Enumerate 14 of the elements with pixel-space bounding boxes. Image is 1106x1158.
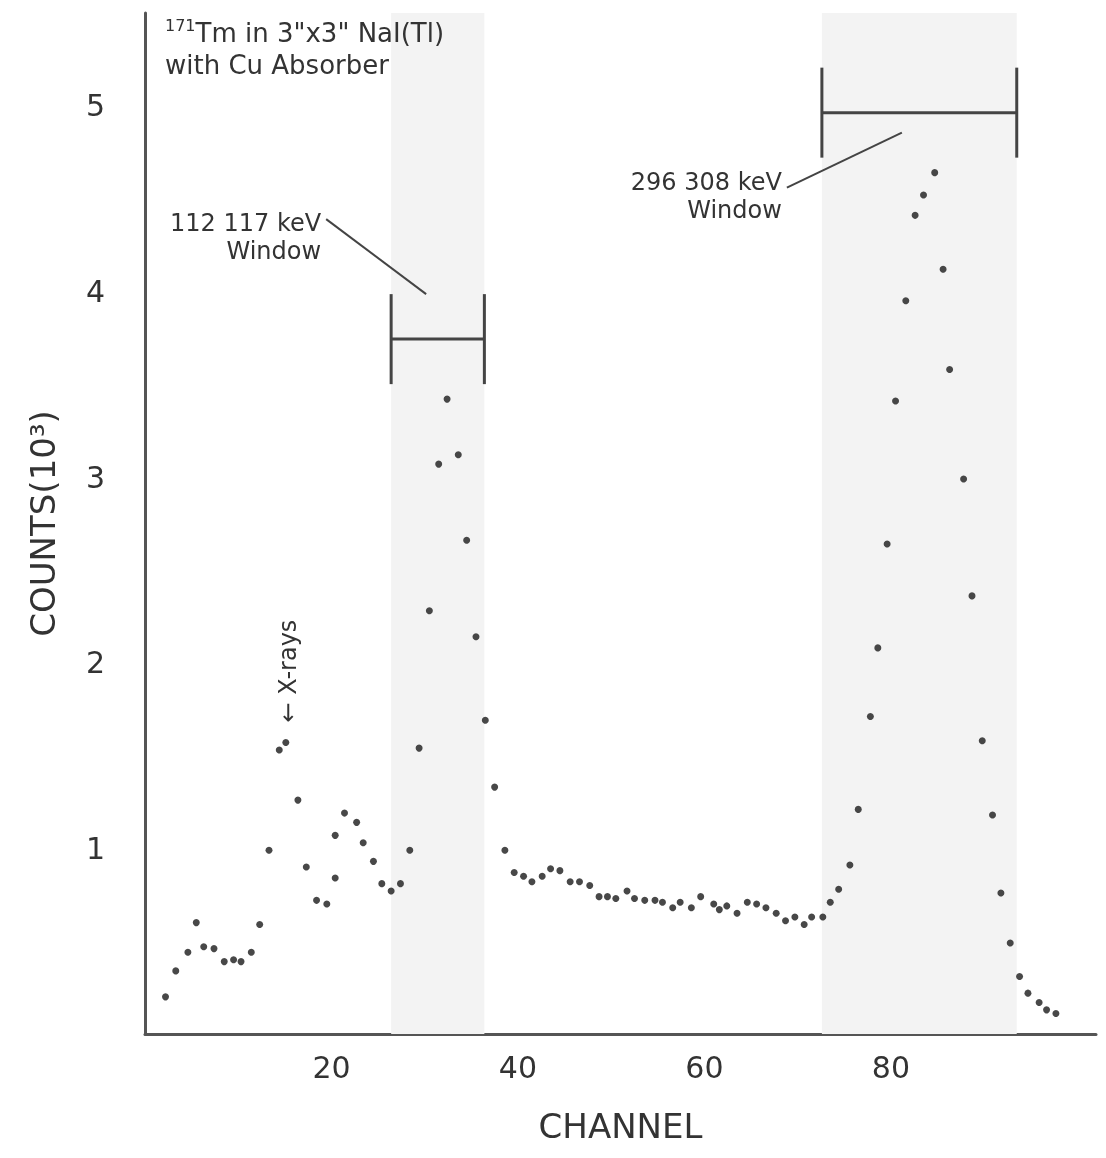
- y-axis-title: COUNTS(10³): [23, 410, 63, 637]
- y-tick-label: 5: [85, 88, 105, 124]
- x-tick-label: 60: [685, 1049, 724, 1085]
- band-label: 296 308 keV Window: [630, 167, 783, 224]
- y-tick-label: 4: [85, 273, 105, 309]
- y-tick-label: 3: [85, 459, 105, 495]
- x-tick-label: 20: [312, 1049, 351, 1085]
- annotation: ← X-rays: [273, 619, 302, 723]
- x-tick-label: 40: [498, 1049, 538, 1085]
- y-tick-label: 1: [85, 830, 105, 866]
- x-tick-label: 80: [871, 1049, 910, 1085]
- band-label: 112 117 keV Window: [170, 209, 322, 266]
- y-tick-label: 2: [85, 645, 105, 681]
- x-axis-title: CHANNEL: [538, 1106, 703, 1146]
